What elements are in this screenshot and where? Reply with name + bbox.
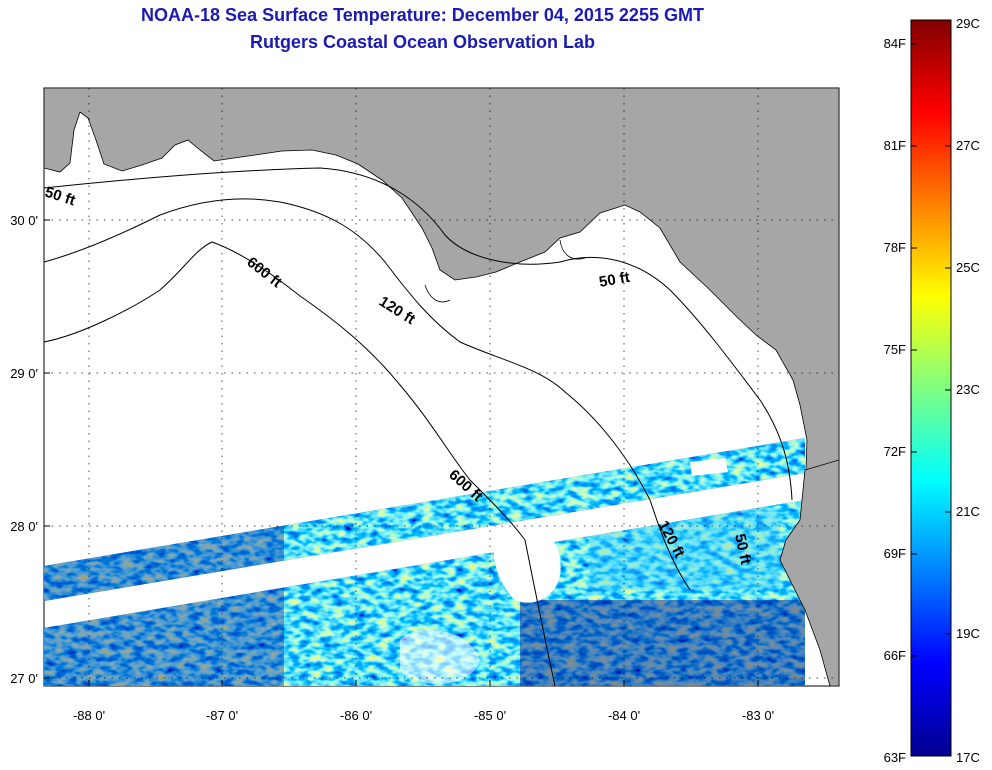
contour-label: 50 ft [598, 269, 631, 291]
contour-600ft [44, 241, 556, 686]
lon-tick-label: -85 0' [474, 708, 506, 723]
lat-tick-label: 30 0' [10, 213, 38, 228]
lat-tick-label: 29 0' [10, 366, 38, 381]
lat-tick-label: 28 0' [10, 519, 38, 534]
land-mass [779, 459, 839, 686]
lon-tick-label: -87 0' [206, 708, 238, 723]
lon-tick-label: -88 0' [73, 708, 105, 723]
cloud-gap [690, 458, 728, 476]
lon-tick-label: -86 0' [340, 708, 372, 723]
cloud-gap [493, 529, 561, 603]
cloud-gap [400, 629, 480, 684]
land-mass [44, 88, 839, 561]
lon-tick-label: -83 0' [742, 708, 774, 723]
contour-50ft [44, 167, 793, 501]
contour-120ft [44, 198, 691, 591]
map-title: NOAA-18 Sea Surface Temperature: Decembe… [141, 5, 704, 25]
graticule [44, 88, 839, 686]
map-subtitle: Rutgers Coastal Ocean Observation Lab [249, 32, 596, 52]
contour-label: 50 ft [731, 532, 754, 566]
lat-tick-label: 27 0' [10, 671, 38, 686]
lon-tick-label: -84 0' [608, 708, 640, 723]
